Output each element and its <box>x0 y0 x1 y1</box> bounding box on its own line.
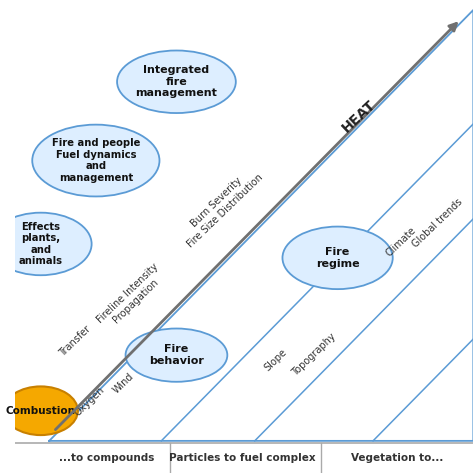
Text: Fireline Intensity
Propagation: Fireline Intensity Propagation <box>95 261 169 333</box>
Text: Fire and people
Fuel dynamics
and
management: Fire and people Fuel dynamics and manage… <box>52 138 140 183</box>
Text: HEAT: HEAT <box>339 98 378 136</box>
Text: Climate: Climate <box>384 225 418 258</box>
Text: Fire
behavior: Fire behavior <box>149 344 204 366</box>
Text: Oxygen: Oxygen <box>73 385 107 418</box>
Text: Topography: Topography <box>291 332 338 378</box>
Text: Integrated
fire
management: Integrated fire management <box>136 65 218 99</box>
Text: Slope: Slope <box>263 347 289 373</box>
Text: ...to compounds: ...to compounds <box>59 454 154 464</box>
Text: Combustion: Combustion <box>6 406 76 416</box>
Text: Transfer: Transfer <box>57 324 92 358</box>
Text: Wind: Wind <box>111 371 136 395</box>
Text: Global trends: Global trends <box>410 197 464 249</box>
Text: Fire
regime: Fire regime <box>316 247 359 269</box>
Ellipse shape <box>117 51 236 113</box>
Text: Vegetation to...: Vegetation to... <box>351 454 443 464</box>
Ellipse shape <box>283 227 393 289</box>
Ellipse shape <box>126 328 228 382</box>
Text: Particles to fuel complex: Particles to fuel complex <box>169 454 316 464</box>
Ellipse shape <box>32 125 159 196</box>
Ellipse shape <box>0 213 91 275</box>
Text: Burn Severity
Fire Size Distribution: Burn Severity Fire Size Distribution <box>177 164 265 250</box>
Ellipse shape <box>4 386 78 435</box>
Text: Effects
plants,
and
animals: Effects plants, and animals <box>19 221 63 266</box>
